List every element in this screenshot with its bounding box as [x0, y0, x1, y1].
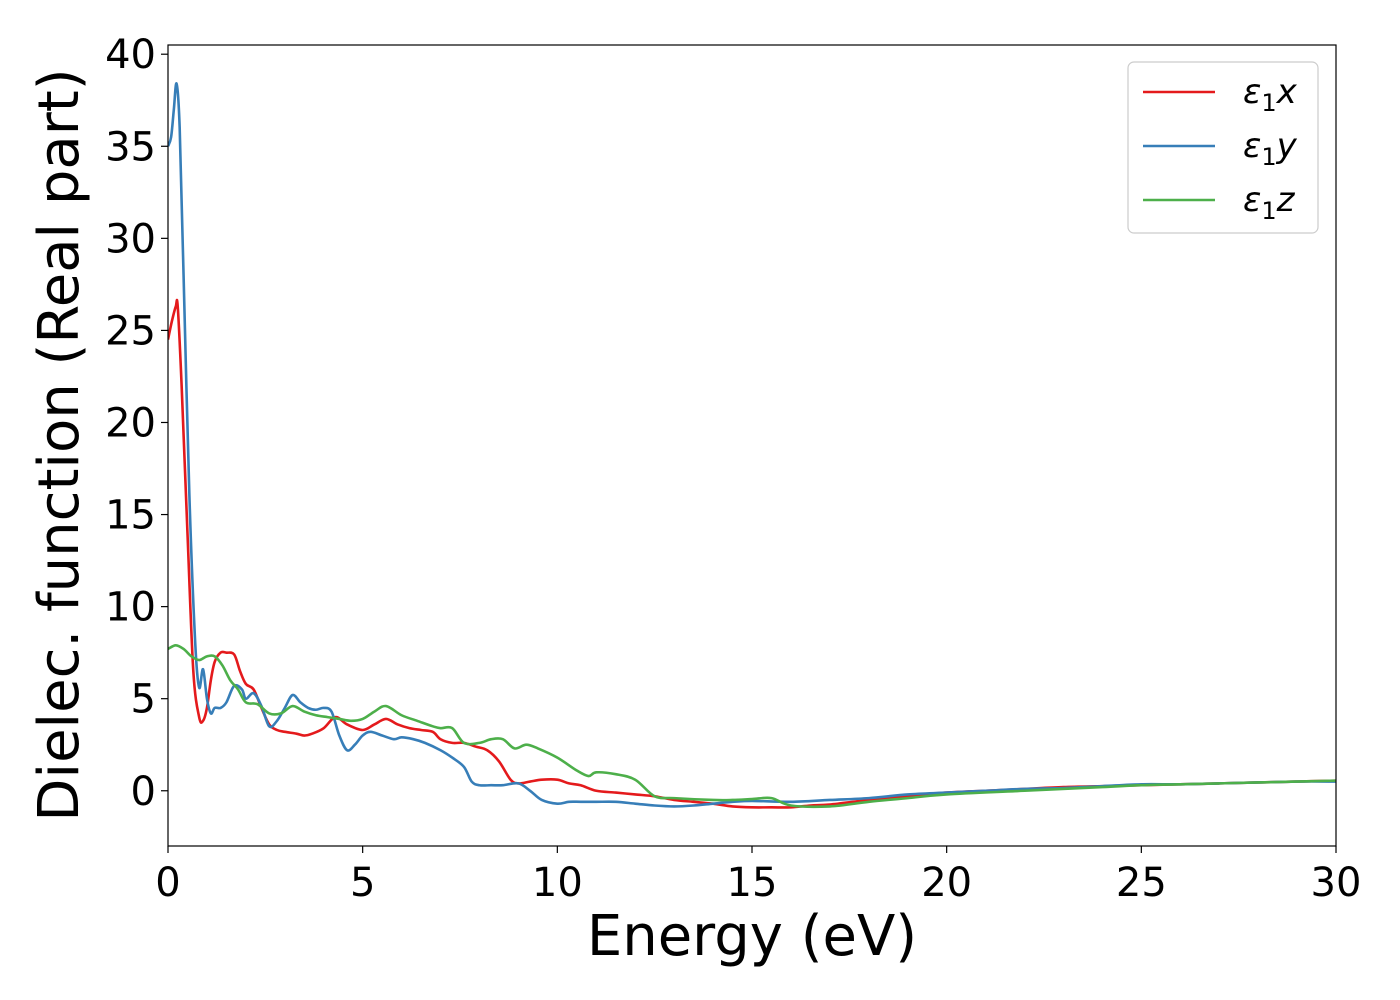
- y-tick-label: 0: [131, 769, 156, 815]
- series-layer: [168, 82, 1336, 809]
- x-tick-label: 25: [1116, 860, 1167, 906]
- y-axis-ticks: 0 5 10 15 20 25 30 35 40: [105, 32, 168, 815]
- y-tick-label: 40: [105, 32, 156, 78]
- y-tick-label: 30: [105, 216, 156, 262]
- x-axis-ticks: 0 5 10 15 20 25 30: [155, 846, 1361, 906]
- x-axis-title: Energy (eV): [587, 904, 917, 969]
- y-tick-label: 25: [105, 308, 156, 354]
- legend: ε1x ε1y ε1z: [1127, 61, 1319, 234]
- x-tick-label: 5: [350, 860, 375, 906]
- y-axis-title: Dielec. function (Real part): [27, 68, 92, 821]
- x-tick-label: 0: [155, 860, 180, 906]
- y-tick-label: 10: [105, 585, 156, 631]
- legend-label-3: ε1z: [1243, 180, 1296, 225]
- x-tick-label: 20: [921, 860, 972, 906]
- legend-label-2: ε1y: [1243, 126, 1298, 171]
- x-tick-label: 15: [727, 860, 778, 906]
- series-line-2: [168, 82, 1336, 808]
- x-tick-label: 30: [1311, 860, 1362, 906]
- y-tick-label: 15: [105, 493, 156, 539]
- x-tick-label: 10: [532, 860, 583, 906]
- legend-box: [1127, 61, 1319, 234]
- y-tick-label: 20: [105, 400, 156, 446]
- legend-label-1: ε1x: [1243, 72, 1298, 117]
- y-tick-label: 35: [105, 124, 156, 170]
- series-line-3: [168, 643, 1336, 809]
- series-line-1: [168, 298, 1336, 809]
- y-tick-label: 5: [131, 677, 156, 723]
